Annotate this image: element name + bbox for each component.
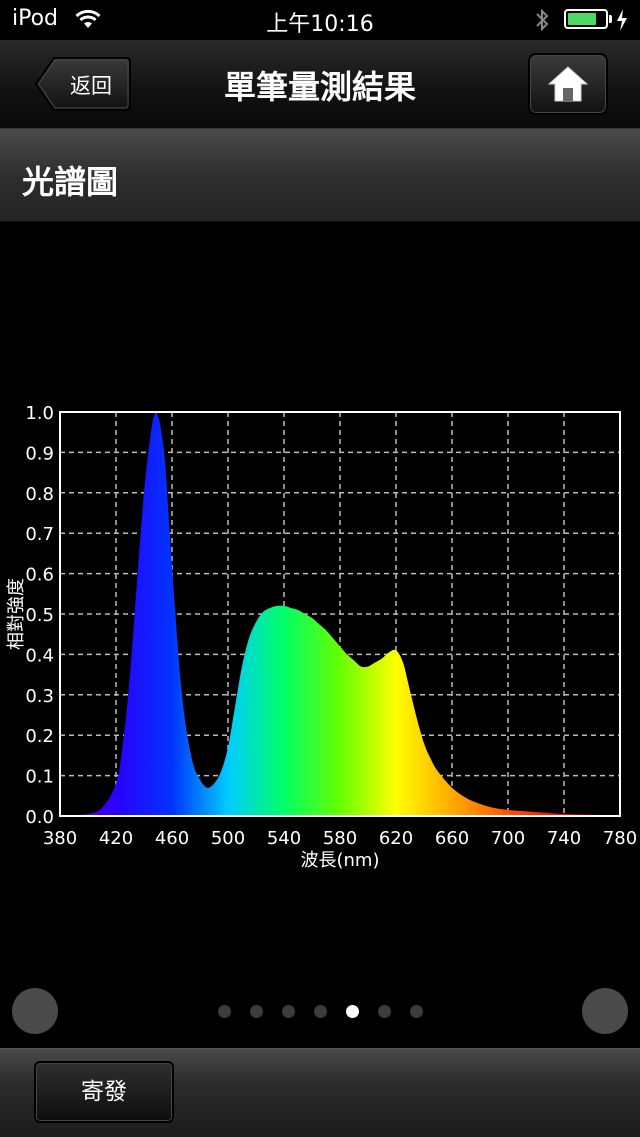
- y-tick-label: 0.8: [25, 484, 54, 505]
- status-bar: iPod 上午10:16: [0, 0, 640, 40]
- y-tick-label: 0.6: [25, 565, 54, 586]
- battery-nub: [609, 15, 612, 23]
- y-tick-label: 1.0: [25, 403, 54, 424]
- spectrum-chart: 0.0 0.1 0.2 0.3 0.4 0.5 0.6 0.7 0.8 0.9 1.0 380 420…: [6, 403, 637, 871]
- y-tick-label: 0.9: [25, 443, 54, 464]
- page-indicator[interactable]: [0, 1005, 640, 1019]
- y-tick-label: 0.5: [25, 605, 54, 626]
- y-tick-label: 0.0: [25, 807, 54, 828]
- x-tick-label: 460: [155, 828, 189, 849]
- charging-icon: [616, 9, 628, 35]
- back-button[interactable]: 返回: [34, 56, 132, 112]
- next-page-button[interactable]: [582, 988, 628, 1034]
- page-dot[interactable]: [249, 1005, 263, 1018]
- home-icon: [547, 66, 589, 102]
- x-tick-label: 540: [267, 828, 301, 849]
- x-tick-labels: 380 420 460 500 540 580 620 660 700 740 780: [43, 828, 637, 849]
- plot-frame: [59, 411, 621, 817]
- y-tick-labels: 0.0 0.1 0.2 0.3 0.4 0.5 0.6 0.7 0.8 0.9 1.0: [25, 403, 54, 828]
- x-axis-label: 波長(nm): [301, 850, 380, 871]
- page-dot[interactable]: [217, 1005, 231, 1018]
- x-tick-label: 780: [603, 828, 637, 849]
- y-tick-label: 0.4: [25, 645, 54, 666]
- section-header: 光譜圖: [0, 129, 640, 222]
- x-tick-label: 700: [491, 828, 525, 849]
- battery-icon: [564, 9, 608, 29]
- y-tick-label: 0.7: [25, 524, 54, 545]
- home-button[interactable]: [528, 53, 608, 115]
- x-tick-label: 580: [323, 828, 357, 849]
- page-dot[interactable]: [409, 1005, 423, 1018]
- x-tick-label: 660: [435, 828, 469, 849]
- page-dot[interactable]: [281, 1005, 295, 1018]
- y-tick-label: 0.3: [25, 686, 54, 707]
- x-tick-label: 420: [99, 828, 133, 849]
- page-dot[interactable]: [377, 1005, 391, 1018]
- navigation-bar: 返回 單筆量測結果: [0, 40, 640, 129]
- battery-level: [568, 13, 597, 25]
- status-time: 上午10:16: [266, 12, 374, 37]
- bottom-toolbar: 寄發: [0, 1048, 640, 1137]
- x-tick-label: 380: [43, 828, 77, 849]
- bluetooth-icon: [534, 7, 550, 37]
- page-dot[interactable]: [345, 1005, 359, 1018]
- page-title: 單筆量測結果: [223, 68, 416, 106]
- send-button[interactable]: 寄發: [34, 1061, 174, 1123]
- y-tick-label: 0.2: [25, 726, 54, 747]
- x-tick-label: 740: [547, 828, 581, 849]
- back-button-label: 返回: [70, 74, 112, 98]
- y-tick-label: 0.1: [25, 767, 54, 788]
- previous-page-button[interactable]: [12, 988, 58, 1034]
- y-axis-label: 相對強度: [6, 578, 27, 650]
- x-tick-label: 500: [211, 828, 245, 849]
- spectrum-area: [60, 411, 620, 816]
- section-title: 光譜圖: [22, 163, 119, 201]
- carrier-label: iPod: [12, 6, 59, 31]
- x-tick-label: 620: [379, 828, 413, 849]
- wifi-icon: [74, 8, 102, 34]
- page-dot[interactable]: [313, 1005, 327, 1018]
